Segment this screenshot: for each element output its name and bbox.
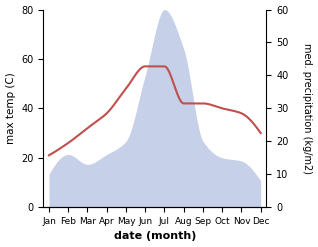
Y-axis label: max temp (C): max temp (C) — [5, 72, 16, 144]
X-axis label: date (month): date (month) — [114, 231, 196, 242]
Y-axis label: med. precipitation (kg/m2): med. precipitation (kg/m2) — [302, 43, 313, 174]
